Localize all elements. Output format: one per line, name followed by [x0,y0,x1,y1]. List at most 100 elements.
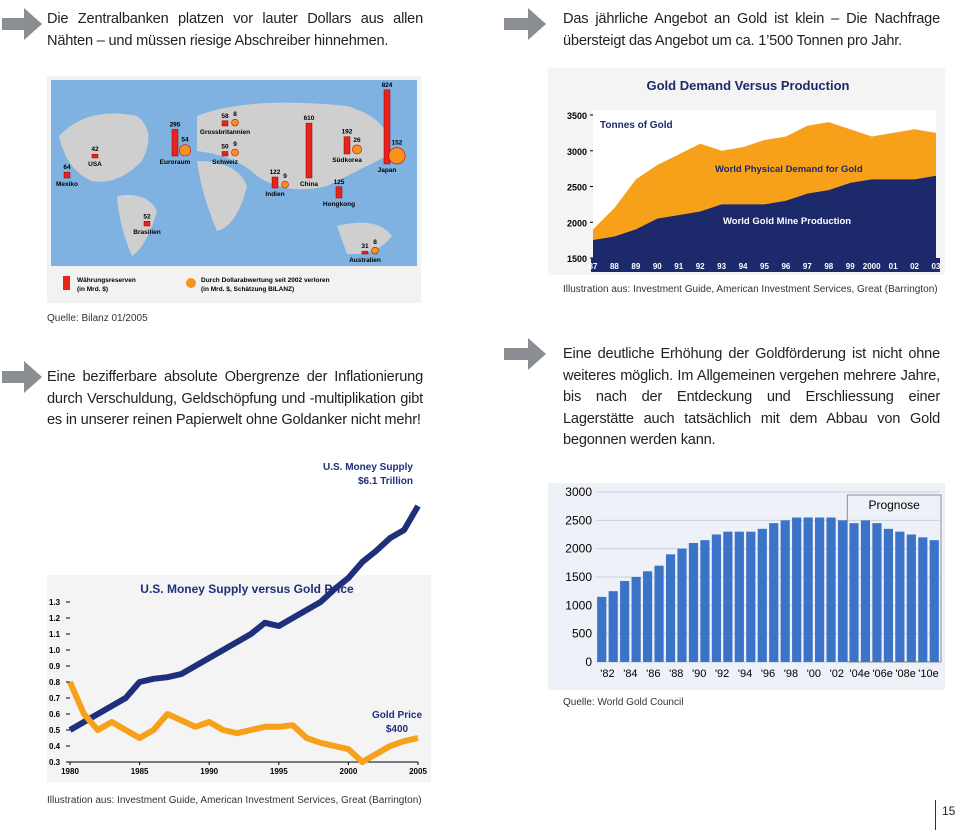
loss-flame [281,180,289,189]
bar [792,517,802,662]
bar [837,520,848,662]
country-label: Indien [265,191,284,198]
bar [631,577,641,662]
country-label: China [300,181,318,188]
bar [643,571,653,662]
bar [677,548,687,662]
x-tick-label: '96 [761,668,775,680]
y-tick-label: 0.4 [49,742,61,751]
y-tick-label: 0.9 [49,662,61,671]
x-tick-label: 93 [717,262,726,271]
y-tick-label: 0.3 [49,758,61,767]
arrow-icon [2,361,42,393]
loss-value: 8 [373,239,377,246]
loss-value: 152 [392,140,403,147]
loss-value: 54 [181,137,189,144]
x-tick-label: 96 [781,262,790,271]
country-label: Brasilien [133,229,160,236]
loss-flame [371,246,379,255]
line-chart: U.S. Money Supply versus Gold Price 0.3 0.… [47,462,431,782]
x-tick-label: '06e [872,668,892,680]
x-tick-label: '86 [646,668,660,680]
reserve-value: 50 [221,144,229,151]
series-label: Gold Price [372,710,422,721]
caption: Illustration aus: Investment Guide, Amer… [563,284,938,295]
x-tick-label: '88 [669,668,683,680]
forecast-box [846,494,942,663]
loss-flame [352,144,362,155]
x-tick-label: 94 [739,262,748,271]
text-block: Das jährliche Angebot an Gold ist klein … [563,11,940,49]
bar [757,528,767,662]
text-block: Die Zentralbanken platzen vor lauter Dol… [47,11,423,49]
reserve-bar [335,186,343,199]
chart-title: Gold Demand Versus Production [647,78,850,93]
bar [826,517,836,662]
reserve-value: 64 [63,164,71,171]
reserve-value: 192 [342,129,353,136]
x-tick-label: 97 [803,262,812,271]
country-label: Euroraum [160,159,191,166]
bar [849,523,859,662]
legend-label: Währungsreserven [77,277,136,284]
bar [665,554,676,662]
y-tick-label: 500 [572,627,592,641]
y-tick-label: 1.0 [49,646,61,655]
area [593,175,936,258]
line [68,504,421,733]
text-block: Eine bezifferbare absolute Obergrenze de… [47,369,423,428]
y-tick-label: 2000 [565,542,592,556]
x-tick-label: 2000 [340,767,358,776]
reserve-bar [361,250,369,255]
x-tick-label: '10e [918,668,938,680]
x-tick-label: '08e [895,668,915,680]
bar [906,534,916,662]
legend-label: (in Mrd. $) [77,286,108,293]
y-tick-label: 3000 [567,147,587,157]
loss-flame [388,147,406,165]
y-tick-label: 3000 [565,485,592,499]
loss-value: 26 [353,137,361,144]
x-tick-label: 03 [932,262,941,271]
x-tick-label: '04e [850,668,870,680]
y-tick-label: 0.8 [49,678,61,687]
x-tick-label: 1995 [270,767,288,776]
reserve-bar [221,120,229,127]
line [67,680,419,765]
x-tick-label: 91 [674,262,683,271]
x-tick-label: 2005 [409,767,427,776]
loss-flame [179,144,191,157]
text-block: Eine deutliche Erhöhung der Goldförderun… [563,346,940,448]
country-label: Mexiko [56,181,78,188]
reserve-value: 52 [143,213,151,220]
reserve-value: 295 [170,121,181,128]
x-tick-label: 2000 [863,262,881,271]
series-note: $400 [386,724,409,735]
legend-label: Durch Dollarabwertung seit 2002 verloren [201,277,330,284]
reserve-value: 122 [270,169,281,176]
bar [608,591,618,662]
x-tick-label: 89 [631,262,640,271]
bar-chart: 0 500 1000 1500 2000 2500 3000 Prognose '82 '84 '8… [548,483,945,690]
x-tick-label: 98 [824,262,833,271]
bar [929,540,939,662]
bar [700,540,710,662]
country-label: Hongkong [323,201,355,208]
x-tick-label: 92 [696,262,705,271]
bar [860,520,871,662]
legend-label: (in Mrd. $, Schätzung BILANZ) [201,286,294,293]
reserve-bar [271,176,279,189]
x-tick-label: 95 [760,262,769,271]
caption: Quelle: World Gold Council [563,697,684,708]
reserve-bar [305,122,313,179]
bar [734,531,744,662]
loss-flame [231,148,239,157]
bar [803,517,813,662]
x-tick-label: 01 [889,262,898,271]
y-tick-label: 1500 [567,254,587,264]
bar [654,565,664,662]
x-tick-label: '90 [692,668,706,680]
map-chart: 64 Mexiko 42 USA 295 Euroraum 54 58 Grossbritann… [47,76,421,303]
reserve-value: 610 [304,115,315,122]
y-tick-label: 0.5 [49,726,61,735]
